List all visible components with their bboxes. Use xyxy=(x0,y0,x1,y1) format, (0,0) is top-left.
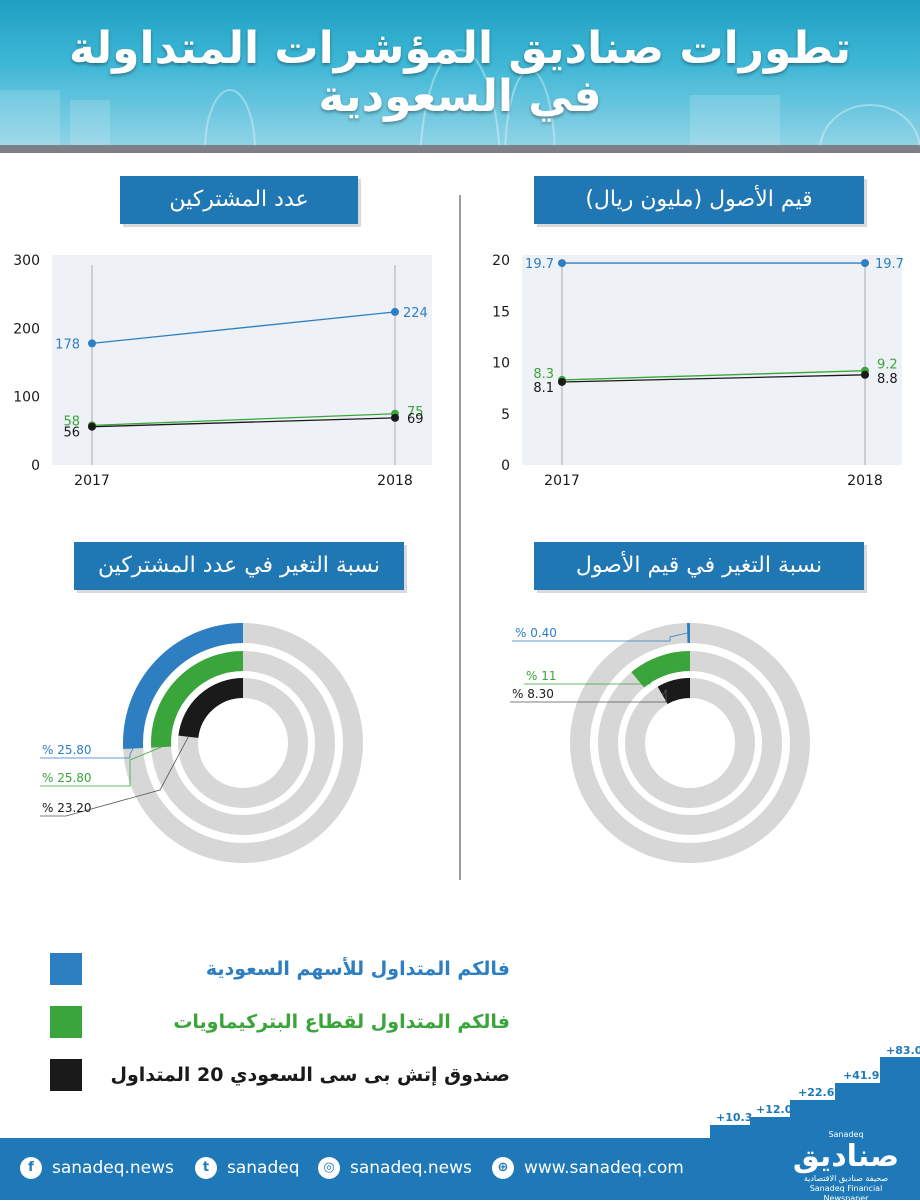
ring-track xyxy=(635,688,745,798)
y-tick-label: 20 xyxy=(492,253,510,269)
assets-change-title: نسبة التغير في قيم الأصول xyxy=(534,542,864,590)
plot-background xyxy=(52,255,432,465)
assets-line-chart: 2017 2018 0 5 10 15 20 19.7 19.7 8.3 9.2 8.1 8.8 xyxy=(470,245,910,495)
step-bar xyxy=(880,1057,920,1140)
y-tick-label: 0 xyxy=(501,458,510,474)
facebook-handle: sanadeq.news xyxy=(52,1154,174,1182)
slice-label: % 25.80 xyxy=(42,771,92,785)
slice-label: % 8.30 xyxy=(512,687,554,701)
slice-label: % 23.20 xyxy=(42,801,92,815)
slice-label: % 25.80 xyxy=(42,743,92,757)
legend-swatch-blue xyxy=(50,953,82,985)
page-title-line1: تطورات صناديق المؤشرات المتداولة xyxy=(0,22,920,76)
data-label: 8.3 xyxy=(533,367,554,382)
brand-name: صناديق xyxy=(786,1140,906,1174)
data-label: 56 xyxy=(63,426,80,441)
slice-label: % 11 xyxy=(526,669,557,683)
globe-icon: ⊕ xyxy=(492,1157,514,1179)
step-bar xyxy=(750,1117,790,1140)
y-tick-label: 0 xyxy=(31,458,40,474)
y-tick-label: 300 xyxy=(13,253,40,269)
legend-item-hsbc: صندوق إتش بى سى السعودي 20 المتداول xyxy=(50,1059,690,1091)
step-label: +22.6 xyxy=(798,1086,835,1099)
x-tick-label: 2017 xyxy=(544,473,580,489)
legend-item-saudi-equity: فالكم المتداول للأسهم السعودية xyxy=(50,953,690,985)
legend-swatch-black xyxy=(50,1059,82,1091)
instagram-link[interactable]: ◎ sanadeq.news xyxy=(318,1154,472,1182)
data-point xyxy=(88,423,96,431)
data-point xyxy=(391,414,399,422)
header-banner: تطورات صناديق المؤشرات المتداولة في السع… xyxy=(0,0,920,145)
facebook-link[interactable]: f sanadeq.news xyxy=(20,1154,174,1182)
step-label: +12.0 xyxy=(756,1103,793,1116)
twitter-link[interactable]: t sanadeq xyxy=(195,1154,300,1182)
plot-background xyxy=(522,255,902,465)
assets-title: قيم الأصول (مليون ريال) xyxy=(534,176,864,224)
legend-item-petrochemical: فالكم المتداول لقطاع البتركيماويات xyxy=(50,1006,690,1038)
legend-label: صندوق إتش بى سى السعودي 20 المتداول xyxy=(110,1059,510,1091)
brand-sub-en: Sanadeq Financial Newspaper xyxy=(786,1184,906,1204)
data-label: 8.8 xyxy=(877,372,898,387)
legend-swatch-green xyxy=(50,1006,82,1038)
data-point xyxy=(391,308,399,316)
y-tick-label: 10 xyxy=(492,356,510,372)
step-label: +10.3 xyxy=(716,1111,752,1124)
data-point xyxy=(88,339,96,347)
subscribers-title: عدد المشتركين xyxy=(120,176,358,224)
website-link[interactable]: ⊕ www.sanadeq.com xyxy=(492,1154,684,1182)
step-label: +83.0 xyxy=(886,1045,920,1057)
y-tick-label: 15 xyxy=(492,304,510,320)
ring-arc xyxy=(663,688,690,695)
y-tick-label: 5 xyxy=(501,407,510,423)
data-label: 9.2 xyxy=(877,358,898,373)
data-label: 19.7 xyxy=(875,257,904,272)
brand-sub-ar: صحيفة صناديق الاقتصادية xyxy=(786,1174,906,1184)
data-label: 19.7 xyxy=(525,257,554,272)
ring-arc xyxy=(188,688,243,737)
x-tick-label: 2017 xyxy=(74,473,110,489)
subscribers-change-donut: % 25.80 % 25.80 % 23.20 xyxy=(0,610,450,910)
step-label: +41.9 xyxy=(843,1069,879,1082)
data-point xyxy=(558,378,566,386)
x-tick-label: 2018 xyxy=(847,473,883,489)
data-label: 8.1 xyxy=(533,381,554,396)
y-tick-label: 100 xyxy=(13,390,40,406)
brand-logo: Sanadeq صناديق صحيفة صناديق الاقتصادية S… xyxy=(786,1130,906,1204)
page-title-line2: في السعودية xyxy=(0,70,920,124)
twitter-icon: t xyxy=(195,1157,217,1179)
legend-label: فالكم المتداول لقطاع البتركيماويات xyxy=(173,1006,510,1038)
data-point xyxy=(558,259,566,267)
growth-steps-graphic: +10.3 +12.0 +22.6 +41.9 +83.0 xyxy=(710,1045,920,1140)
instagram-icon: ◎ xyxy=(318,1157,340,1179)
data-label: 224 xyxy=(403,306,428,321)
x-tick-label: 2018 xyxy=(377,473,413,489)
instagram-handle: sanadeq.news xyxy=(350,1154,472,1182)
website-url: www.sanadeq.com xyxy=(524,1154,684,1182)
assets-change-donut: % 0.40 % 11 % 8.30 xyxy=(470,610,920,910)
y-tick-label: 200 xyxy=(13,321,40,337)
data-point xyxy=(861,259,869,267)
panel-divider xyxy=(459,195,461,880)
twitter-handle: sanadeq xyxy=(227,1154,300,1182)
legend-label: فالكم المتداول للأسهم السعودية xyxy=(206,953,510,985)
subscribers-change-title: نسبة التغير في عدد المشتركين xyxy=(74,542,404,590)
data-label: 178 xyxy=(55,337,80,352)
footer-bar: f sanadeq.news t sanadeq ◎ sanadeq.news … xyxy=(0,1138,920,1200)
facebook-icon: f xyxy=(20,1157,42,1179)
header-separator xyxy=(0,145,920,153)
slice-label: % 0.40 xyxy=(515,626,557,640)
data-point xyxy=(861,371,869,379)
data-label: 69 xyxy=(407,412,424,427)
